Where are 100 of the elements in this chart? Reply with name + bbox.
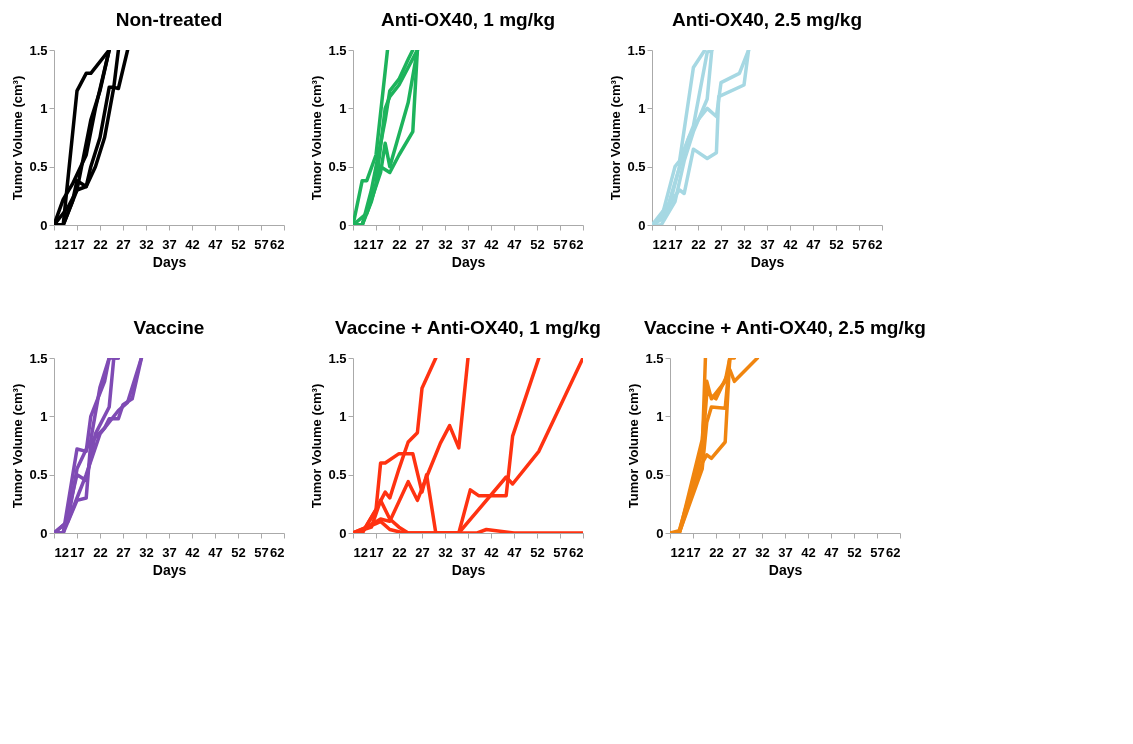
y-tick-label: 1 [40, 100, 48, 116]
x-tick-label: 22 [93, 236, 108, 252]
y-tick-label: 0.5 [29, 159, 48, 175]
x-tick-label: 47 [507, 544, 522, 560]
x-tick-label: 12 [353, 236, 368, 252]
x-tick-label: 57 [553, 236, 568, 252]
y-tick-label: 0 [638, 217, 646, 233]
x-tick-label: 37 [162, 236, 177, 252]
chart-title: Anti-OX40, 1 mg/kg [380, 9, 556, 30]
y-tick-label: 1 [656, 408, 664, 424]
y-tick-label: 1.5 [29, 350, 48, 366]
x-tick-label: 22 [691, 236, 706, 252]
x-tick-label: 12 [670, 544, 685, 560]
y-axis-title: Tumor Volume (cm³) [626, 383, 642, 509]
x-tick-label: 47 [824, 544, 839, 560]
x-tick-label: 22 [392, 544, 407, 560]
x-tick-label: 27 [415, 236, 430, 252]
x-tick-label: 52 [231, 236, 246, 252]
x-tick-label: 47 [208, 544, 223, 560]
x-tick-label: 52 [530, 236, 545, 252]
y-tick-label: 1.5 [328, 350, 347, 366]
x-tick-label: 62 [270, 236, 285, 252]
x-tick-label: 37 [461, 544, 476, 560]
x-axis-title: Days [152, 561, 187, 578]
y-axis-title: Tumor Volume (cm³) [309, 75, 325, 201]
x-tick-label: 32 [438, 544, 453, 560]
x-tick-label: 17 [668, 236, 683, 252]
y-tick-label: 0 [339, 217, 347, 233]
x-tick-label: 52 [847, 544, 862, 560]
x-tick-label: 62 [868, 236, 883, 252]
x-tick-label: 22 [93, 544, 108, 560]
x-tick-label: 57 [852, 236, 867, 252]
x-tick-label: 12 [652, 236, 667, 252]
y-tick-label: 1 [339, 100, 347, 116]
x-tick-label: 57 [254, 544, 269, 560]
x-tick-label: 42 [185, 236, 200, 252]
x-tick-label: 52 [231, 544, 246, 560]
x-tick-label: 22 [392, 236, 407, 252]
x-tick-label: 42 [484, 236, 499, 252]
x-tick-label: 27 [116, 236, 131, 252]
x-tick-label: 57 [254, 236, 269, 252]
y-tick-label: 0.5 [328, 159, 347, 175]
x-tick-label: 57 [553, 544, 568, 560]
x-tick-label: 42 [484, 544, 499, 560]
x-tick-label: 27 [415, 544, 430, 560]
x-tick-label: 52 [829, 236, 844, 252]
y-axis-title: Tumor Volume (cm³) [10, 75, 26, 201]
x-tick-label: 32 [438, 236, 453, 252]
y-tick-label: 0.5 [627, 159, 646, 175]
x-tick-label: 12 [353, 544, 368, 560]
y-tick-label: 0 [40, 525, 48, 541]
x-tick-label: 32 [737, 236, 752, 252]
x-axis-title: Days [768, 561, 803, 578]
x-axis-title: Days [451, 253, 486, 270]
y-tick-label: 1.5 [29, 42, 48, 58]
x-tick-label: 27 [116, 544, 131, 560]
y-axis-title: Tumor Volume (cm³) [309, 383, 325, 509]
y-tick-label: 1.5 [645, 350, 664, 366]
x-axis-title: Days [451, 561, 486, 578]
y-tick-label: 1 [339, 408, 347, 424]
y-tick-label: 0 [40, 217, 48, 233]
y-tick-label: 0 [656, 525, 664, 541]
chart-title: Anti-OX40, 2.5 mg/kg [671, 9, 863, 30]
x-tick-label: 27 [714, 236, 729, 252]
x-tick-label: 32 [139, 544, 154, 560]
x-tick-label: 47 [208, 236, 223, 252]
chart-title: Vaccine + Anti-OX40, 2.5 mg/kg [644, 317, 926, 338]
x-tick-label: 47 [507, 236, 522, 252]
x-tick-label: 42 [801, 544, 816, 560]
x-tick-label: 22 [709, 544, 724, 560]
x-tick-label: 17 [686, 544, 701, 560]
x-tick-label: 12 [54, 544, 69, 560]
y-tick-label: 1.5 [627, 42, 646, 58]
y-tick-label: 1.5 [328, 42, 347, 58]
x-tick-label: 17 [70, 236, 85, 252]
x-tick-label: 32 [755, 544, 770, 560]
x-tick-label: 62 [886, 544, 901, 560]
y-tick-label: 1 [638, 100, 646, 116]
y-tick-label: 1 [40, 408, 48, 424]
y-tick-label: 0.5 [29, 467, 48, 483]
y-axis-title: Tumor Volume (cm³) [608, 75, 624, 201]
x-tick-label: 62 [270, 544, 285, 560]
x-tick-label: 17 [369, 544, 384, 560]
y-tick-label: 0.5 [328, 467, 347, 483]
x-tick-label: 32 [139, 236, 154, 252]
chart-title: Vaccine + Anti-OX40, 1 mg/kg [335, 317, 601, 338]
x-tick-label: 57 [870, 544, 885, 560]
x-tick-label: 42 [185, 544, 200, 560]
x-tick-label: 42 [783, 236, 798, 252]
x-tick-label: 62 [569, 544, 584, 560]
x-tick-label: 37 [760, 236, 775, 252]
x-tick-label: 52 [530, 544, 545, 560]
x-tick-label: 17 [70, 544, 85, 560]
x-tick-label: 62 [569, 236, 584, 252]
x-axis-title: Days [750, 253, 785, 270]
x-tick-label: 37 [461, 236, 476, 252]
x-tick-label: 37 [162, 544, 177, 560]
y-axis-title: Tumor Volume (cm³) [10, 383, 26, 509]
chart-title: Vaccine [133, 317, 205, 338]
x-axis-title: Days [152, 253, 187, 270]
